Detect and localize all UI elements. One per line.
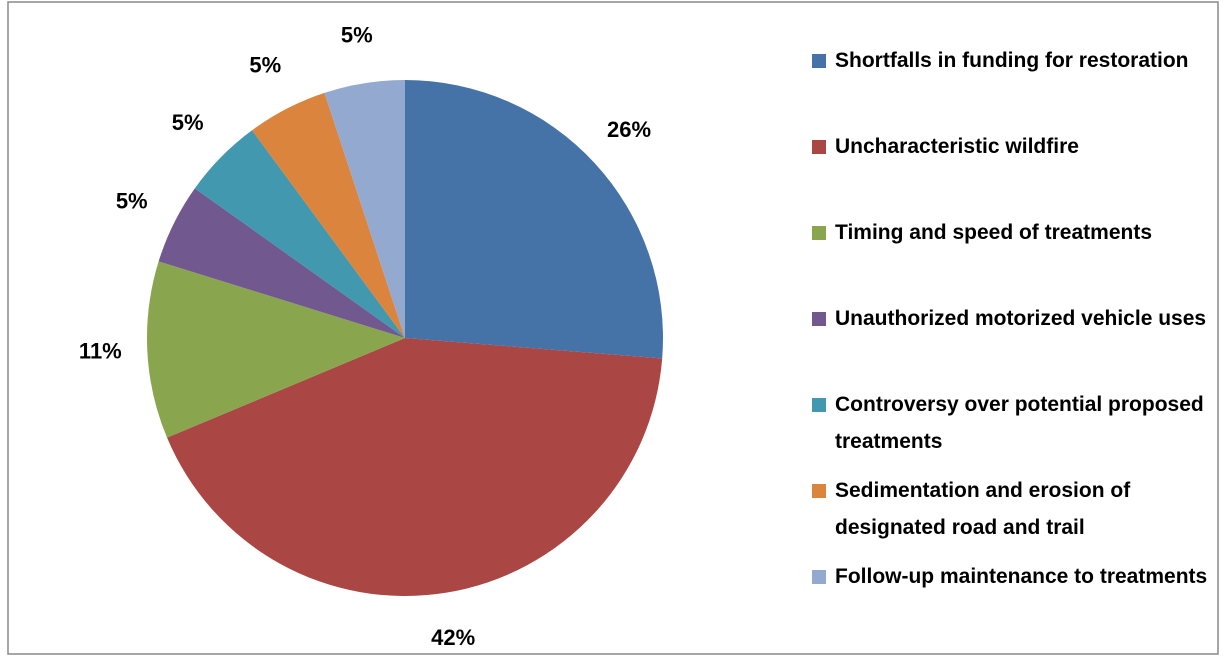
legend-label: Follow-up maintenance to treatments — [835, 565, 1208, 588]
legend-item: Unauthorized motorized vehicle uses — [812, 300, 1212, 337]
data-label: 5% — [249, 53, 281, 78]
pie-slice — [194, 130, 405, 338]
legend-label: Unauthorized motorized vehicle uses — [835, 307, 1207, 330]
legend-item: Uncharacteristic wildfire — [812, 128, 1212, 165]
data-label: 5% — [341, 23, 373, 48]
data-label: 11% — [79, 338, 122, 363]
legend-swatch — [812, 140, 826, 154]
pie-slice — [405, 80, 664, 359]
chart-frame — [7, 1, 1219, 655]
legend-label: Shortfalls in funding for restoration — [835, 49, 1189, 72]
legend-item: Timing and speed of treatments — [812, 214, 1212, 251]
legend-swatch — [812, 398, 826, 412]
legend-swatch — [812, 570, 826, 584]
legend-swatch — [812, 484, 826, 498]
data-label: 26% — [607, 117, 651, 142]
pie-slice — [158, 188, 405, 338]
legend-item: Sedimentation and erosion of designated … — [812, 472, 1212, 546]
legend-swatch — [812, 226, 826, 240]
legend-label: Uncharacteristic wildfire — [835, 135, 1079, 158]
data-label: 42% — [431, 625, 475, 650]
legend-label: Controversy over potential proposed trea… — [835, 393, 1204, 453]
pie-slice — [324, 80, 405, 338]
legend-label: Timing and speed of treatments — [835, 221, 1152, 244]
legend-label: Sedimentation and erosion of designated … — [835, 479, 1131, 539]
pie-slice — [167, 338, 663, 596]
data-label: 5% — [116, 188, 148, 213]
pie-slice — [252, 92, 405, 338]
legend-swatch — [812, 54, 826, 68]
legend-item: Shortfalls in funding for restoration — [812, 42, 1212, 79]
data-label: 5% — [172, 110, 204, 135]
pie-slice — [147, 261, 405, 438]
legend-swatch — [812, 312, 826, 326]
legend-item: Controversy over potential proposed trea… — [812, 386, 1212, 460]
legend-item: Follow-up maintenance to treatments — [812, 558, 1212, 595]
